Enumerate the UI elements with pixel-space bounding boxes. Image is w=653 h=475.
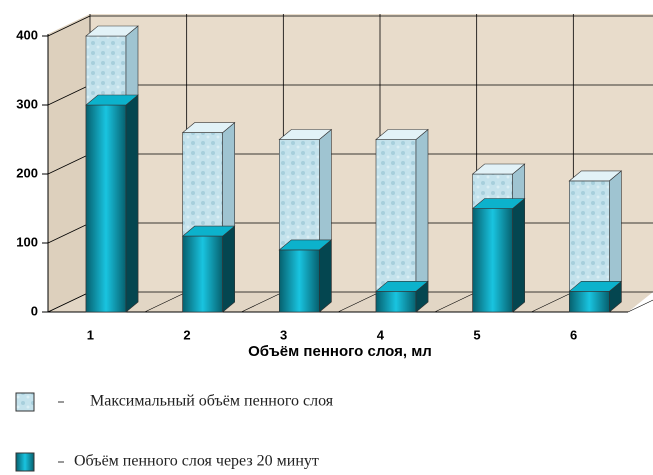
bar-side	[222, 225, 235, 313]
floor-line	[337, 291, 381, 313]
y-tick-label: 0	[31, 303, 38, 318]
legend-label: Максимальный объём пенного слоя	[90, 393, 334, 410]
bar-top	[375, 129, 429, 140]
bar	[85, 104, 127, 313]
bar-top	[568, 170, 623, 182]
bar	[182, 235, 223, 313]
bar	[375, 290, 417, 313]
y-tick-label: 300	[16, 96, 38, 111]
legend-swatch	[15, 392, 35, 412]
bar	[569, 290, 610, 313]
x-tick-label: 4	[377, 327, 385, 342]
floor-line	[531, 291, 574, 313]
bar-top	[568, 280, 623, 292]
bar-top	[278, 129, 333, 140]
x-axis-label: Объём пенного слоя, мл	[248, 343, 432, 360]
bar-top	[471, 198, 526, 209]
bar-side	[512, 197, 525, 313]
legend: Максимальный объём пенного слоя Объём пен…	[15, 392, 334, 472]
x-tick-label: 2	[183, 327, 190, 342]
bar-top	[278, 239, 333, 251]
grid-line	[47, 222, 91, 244]
bar-top	[471, 163, 526, 175]
grid-line	[47, 15, 91, 37]
x-tick-label: 3	[280, 327, 287, 342]
floor-line	[627, 299, 653, 313]
bar-side	[319, 239, 332, 313]
legend-label: Объём пенного слоя через 20 минут	[74, 453, 319, 470]
bar-top	[375, 280, 429, 292]
bar-top	[181, 122, 236, 133]
floor-line	[47, 291, 91, 313]
side-wall	[48, 14, 90, 312]
floor-line	[241, 291, 284, 313]
floor	[48, 292, 653, 312]
bar-top	[181, 225, 236, 237]
x-tick-label: 5	[473, 327, 480, 342]
legend-swatch	[15, 452, 35, 472]
bar-top	[85, 94, 139, 106]
floor-line	[434, 291, 477, 313]
bar	[472, 208, 513, 313]
x-tick-label: 6	[570, 327, 577, 342]
bar	[279, 249, 320, 313]
x-tick-label: 1	[87, 327, 94, 342]
bar-side	[125, 94, 139, 313]
grid-line	[47, 84, 91, 106]
y-tick-label: 200	[16, 165, 38, 180]
floor-line	[144, 291, 187, 313]
y-tick-label: 400	[16, 27, 38, 42]
y-tick-label: 100	[16, 234, 38, 249]
back-wall	[90, 14, 653, 292]
bar-top	[85, 25, 139, 37]
grid-line	[47, 153, 91, 175]
